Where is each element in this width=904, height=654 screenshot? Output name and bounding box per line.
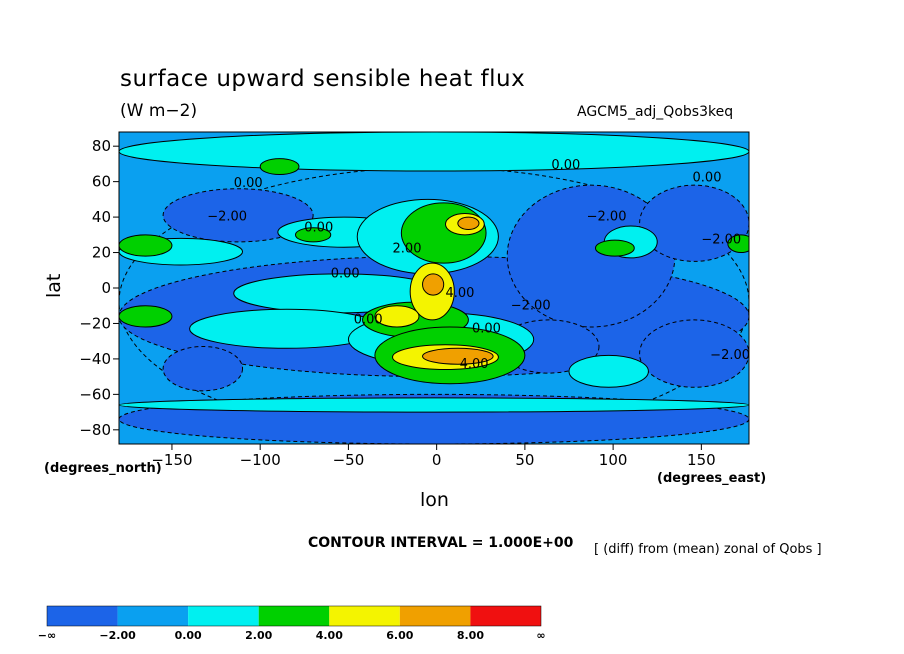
colorbar-label: −2.00 — [99, 629, 136, 642]
contour-region — [568, 354, 649, 388]
contour-region — [119, 305, 173, 328]
x-tick-label: −50 — [333, 451, 365, 469]
y-tick-label: 0 — [101, 279, 111, 297]
contour-label: −2.00 — [511, 298, 551, 313]
contour-region — [119, 234, 173, 257]
contour-region — [162, 188, 314, 243]
x-tick-label: 100 — [599, 451, 628, 469]
run-label: AGCM5_adj_Qobs3keq — [577, 104, 734, 120]
contour-label: −2.00 — [710, 348, 750, 363]
y-tick-label: −20 — [79, 314, 111, 332]
colorbar-label: −∞ — [38, 629, 56, 642]
x-tick-label: −100 — [240, 451, 281, 469]
x-unit-label: (degrees_east) — [657, 471, 767, 486]
colorbar-label: 6.00 — [386, 629, 413, 642]
contour-label: 4.00 — [460, 357, 489, 372]
colorbar-frame — [46, 605, 542, 627]
colorbar-swatch — [47, 606, 118, 626]
contour-interval: CONTOUR INTERVAL = 1.000E+00 — [308, 535, 574, 551]
colorbar-label: 4.00 — [316, 629, 343, 642]
filled-contours — [119, 132, 749, 444]
contour-region — [162, 346, 244, 392]
contour-region — [374, 305, 420, 328]
contour-label: 0.00 — [234, 176, 263, 191]
contour-label: −2.00 — [701, 233, 741, 248]
colorbar-label: 8.00 — [457, 629, 484, 642]
contour-region — [639, 319, 749, 388]
y-tick-label: −80 — [79, 421, 111, 439]
colorbar-label: ∞ — [536, 629, 545, 642]
colorbar-swatch — [117, 606, 189, 626]
colorbar-label: 0.00 — [175, 629, 202, 642]
contour-label: 4.00 — [445, 286, 474, 301]
contour-label: 0.00 — [331, 266, 360, 281]
contour-label: 0.00 — [472, 321, 501, 336]
contour-region — [594, 239, 635, 257]
colorbar-swatch — [188, 606, 259, 626]
contour-label: −2.00 — [207, 210, 247, 225]
contour-region — [457, 216, 480, 231]
y-tick-label: −40 — [79, 350, 111, 368]
y-tick-label: 80 — [92, 137, 111, 155]
x-axis-label: lon — [420, 489, 449, 511]
contour-region — [727, 234, 749, 254]
contour-region — [119, 397, 749, 413]
chart-units: (W m−2) — [120, 101, 198, 121]
contour-region — [422, 273, 445, 296]
chart-title: surface upward sensible heat flux — [120, 66, 526, 92]
contour-region — [119, 132, 749, 172]
x-tick-label: 0 — [432, 451, 442, 469]
contour-region — [422, 347, 494, 365]
x-tick-label: 150 — [687, 451, 716, 469]
colorbar-label: 2.00 — [245, 629, 272, 642]
contour-label: 2.00 — [393, 242, 422, 257]
y-unit-label: (degrees_north) — [44, 461, 162, 476]
colorbar-swatch — [329, 606, 400, 626]
colorbar-swatch — [258, 606, 330, 626]
colorbar-swatch — [470, 606, 541, 626]
y-tick-label: −60 — [79, 385, 111, 403]
contour-region — [294, 227, 332, 243]
y-tick-label: 60 — [92, 173, 111, 191]
diff-note: [ (diff) from (mean) zonal of Qobs ] — [594, 542, 822, 557]
contour-label: 0.00 — [551, 158, 580, 173]
y-tick-label: 40 — [92, 208, 111, 226]
contour-region — [639, 184, 749, 262]
colorbar-swatch — [399, 606, 471, 626]
contour-label: 0.00 — [693, 171, 722, 186]
x-tick-label: −150 — [151, 451, 192, 469]
y-tick-label: 20 — [92, 244, 111, 262]
contour-label: −2.00 — [587, 210, 627, 225]
contour-region — [259, 158, 300, 176]
contour-label: 0.00 — [304, 220, 333, 235]
contour-label: 0.00 — [354, 312, 383, 327]
x-tick-label: 50 — [515, 451, 534, 469]
